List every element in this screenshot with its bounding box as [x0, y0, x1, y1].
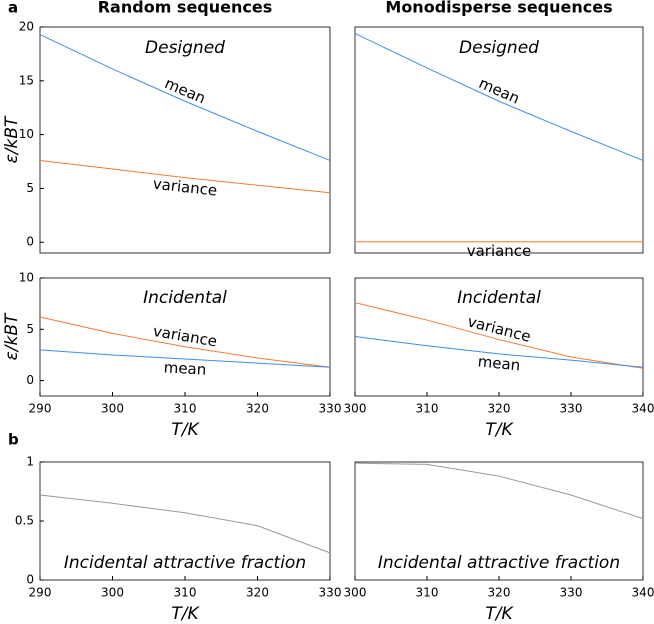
x-tick-label: 310 [416, 586, 439, 600]
panel-label: a [8, 0, 18, 17]
y-tick-label: 20 [19, 20, 34, 34]
y-axis-label: ε/kBT [2, 312, 22, 360]
x-tick-label: 320 [488, 402, 511, 416]
y-tick-label: 0 [26, 235, 34, 249]
x-tick-label: 330 [319, 402, 342, 416]
x-tick-label: 320 [246, 586, 269, 600]
y-tick-label: 0 [26, 573, 34, 587]
line-series [39, 494, 331, 554]
line-series [354, 335, 644, 368]
x-tick-label: 300 [344, 586, 367, 600]
series-label: mean [476, 74, 522, 108]
annotation: Designed [145, 38, 225, 58]
panel-label: b [8, 431, 19, 449]
x-tick-label: 300 [344, 402, 367, 416]
x-tick-label: 300 [101, 586, 124, 600]
plot-frame [354, 26, 644, 254]
line-series [354, 33, 644, 161]
y-tick-label: 15 [19, 73, 34, 87]
x-tick-label: 290 [29, 586, 52, 600]
x-tick-label: 340 [632, 586, 654, 600]
x-axis-label: T/K [485, 420, 514, 440]
y-axis-label: ε/kBT [2, 115, 22, 163]
x-tick-label: 300 [101, 402, 124, 416]
x-axis-label: T/K [171, 420, 200, 440]
x-tick-label: 330 [319, 586, 342, 600]
series-label: mean [163, 358, 206, 378]
series-label: mean [162, 74, 208, 107]
plot-frame [39, 26, 331, 254]
column-title: Random sequences [98, 0, 273, 17]
series-label: variance [152, 175, 218, 200]
x-tick-label: 310 [174, 402, 197, 416]
series-label: variance [152, 322, 219, 351]
line-series [39, 316, 331, 368]
x-axis-label: T/K [485, 604, 514, 624]
y-tick-label: 0.5 [15, 514, 34, 528]
x-tick-label: 330 [560, 586, 583, 600]
series-label: variance [467, 242, 532, 260]
annotation: Incidental [143, 288, 227, 308]
y-tick-label: 5 [26, 181, 34, 195]
y-tick-label: 10 [19, 127, 34, 141]
series-label: mean [477, 352, 521, 374]
x-axis-label: T/K [171, 604, 200, 624]
annotation: Incidental attractive fraction [64, 553, 306, 573]
line-series [354, 302, 644, 369]
x-tick-label: 310 [416, 402, 439, 416]
x-tick-label: 330 [560, 402, 583, 416]
y-tick-label: 5 [26, 322, 34, 336]
x-tick-label: 340 [632, 402, 654, 416]
annotation: Incidental [457, 288, 541, 308]
x-tick-label: 320 [246, 402, 269, 416]
line-series [39, 349, 331, 368]
y-tick-label: 10 [19, 271, 34, 285]
x-tick-label: 320 [488, 586, 511, 600]
annotation: Incidental attractive fraction [378, 553, 620, 573]
line-series [39, 34, 331, 161]
column-title: Monodisperse sequences [385, 0, 612, 17]
y-tick-label: 1 [26, 455, 34, 469]
line-series [354, 462, 644, 520]
x-tick-label: 290 [29, 402, 52, 416]
x-tick-label: 310 [174, 586, 197, 600]
annotation: Designed [459, 38, 539, 58]
y-tick-label: 0 [26, 373, 34, 387]
series-label: variance [466, 312, 533, 345]
line-series [39, 159, 331, 194]
